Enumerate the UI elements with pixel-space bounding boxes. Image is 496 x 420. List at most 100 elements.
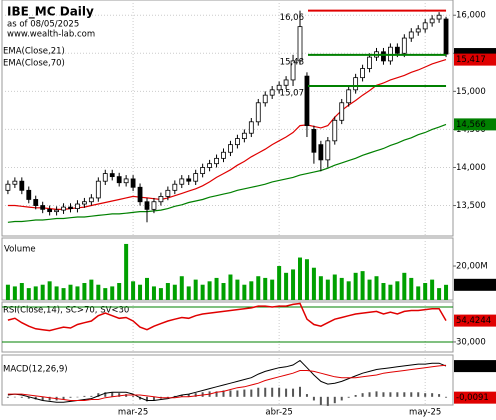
- bar: [235, 279, 240, 300]
- value-box: [454, 53, 496, 66]
- value-box: [454, 278, 496, 291]
- histogram-bar: [375, 391, 378, 397]
- histogram-bar: [215, 391, 218, 397]
- candle-body: [33, 199, 39, 206]
- candle-body: [235, 138, 240, 146]
- histogram-bar: [361, 393, 364, 397]
- candle-body: [339, 102, 345, 121]
- bar: [138, 284, 143, 300]
- candle-body: [360, 68, 365, 79]
- y-tick-label: 15,000: [456, 87, 486, 97]
- candle-body: [394, 46, 400, 54]
- candle-body: [401, 37, 407, 54]
- bar: [158, 288, 163, 300]
- histogram-bar: [326, 396, 329, 406]
- candle-body: [40, 205, 46, 210]
- candle-body: [186, 178, 192, 182]
- bar: [311, 267, 316, 300]
- histogram-bar: [146, 396, 149, 402]
- candle-body: [95, 180, 101, 199]
- bar: [374, 276, 379, 300]
- x-tick-label: mar-25: [118, 408, 148, 418]
- candle-body: [12, 180, 18, 185]
- histogram-bar: [305, 394, 308, 397]
- candle-body: [179, 178, 185, 185]
- bar: [110, 286, 115, 300]
- bar: [395, 281, 400, 300]
- candle-body: [75, 203, 80, 209]
- bar: [242, 284, 247, 300]
- bar: [172, 284, 177, 300]
- bar: [444, 284, 449, 300]
- histogram-bar: [27, 396, 30, 399]
- bar: [228, 274, 233, 300]
- histogram-bar: [278, 387, 281, 397]
- candle-body: [61, 206, 66, 211]
- candle-body: [19, 180, 25, 191]
- candle-body: [5, 183, 11, 191]
- value-label: -0,0091: [456, 393, 489, 403]
- chart-title: IBE_MC Daily: [7, 5, 94, 20]
- candle-body: [193, 173, 199, 182]
- histogram-bar: [76, 396, 79, 398]
- histogram-bar: [445, 396, 448, 398]
- y-tick-label: 13,500: [456, 201, 486, 211]
- histogram-bar: [229, 390, 232, 397]
- bar: [270, 279, 275, 300]
- candle-body: [158, 196, 164, 203]
- bar: [151, 286, 156, 300]
- source: www.wealth-lab.com: [7, 30, 95, 40]
- histogram-bar: [13, 396, 16, 398]
- candle-body: [47, 208, 53, 213]
- candle-body: [151, 201, 157, 210]
- value-label: 15,417: [456, 55, 486, 65]
- candle-body: [200, 167, 206, 174]
- histogram-bar: [333, 396, 336, 404]
- level-label: 15,48: [280, 57, 304, 67]
- bar: [47, 281, 52, 300]
- histogram-bar: [187, 394, 190, 397]
- bar: [388, 284, 393, 300]
- x-tick-label: may-25: [409, 408, 441, 418]
- bar: [33, 286, 38, 300]
- value-box: [454, 118, 496, 131]
- y-tick-label: 30,000: [456, 337, 486, 347]
- candle-body: [54, 209, 59, 213]
- histogram-bar: [438, 394, 441, 397]
- candle-body: [311, 129, 317, 153]
- candle-body: [109, 173, 115, 178]
- bar: [256, 276, 261, 300]
- candle-body: [436, 14, 442, 20]
- bar: [353, 272, 358, 300]
- bar: [214, 277, 219, 300]
- candle-body: [255, 102, 261, 123]
- y-tick-label: 20,00M: [456, 262, 488, 272]
- bar: [291, 269, 296, 300]
- candle-body: [123, 178, 129, 184]
- histogram-bar: [396, 392, 399, 397]
- bar: [416, 286, 421, 300]
- bar: [277, 266, 282, 300]
- histogram-bar: [104, 392, 107, 397]
- histogram-bar: [368, 392, 371, 397]
- bar: [221, 283, 226, 300]
- histogram-bar: [431, 393, 434, 397]
- bar: [298, 257, 303, 300]
- candle-body: [422, 22, 428, 30]
- candle-body: [415, 28, 421, 33]
- bar: [207, 281, 212, 300]
- candle-body: [221, 151, 226, 159]
- histogram-bar: [424, 393, 427, 397]
- candle-body: [165, 189, 171, 197]
- candle-body: [262, 94, 268, 104]
- bar: [186, 286, 191, 300]
- candle-body: [68, 206, 73, 209]
- candle-body: [332, 119, 338, 142]
- y-tick-label: 14,000: [456, 163, 486, 173]
- bar: [332, 274, 337, 300]
- bar: [165, 283, 170, 300]
- candle-body: [241, 132, 247, 139]
- panel-frame: [1, 237, 454, 301]
- bar: [26, 288, 31, 300]
- candle-body: [130, 178, 136, 188]
